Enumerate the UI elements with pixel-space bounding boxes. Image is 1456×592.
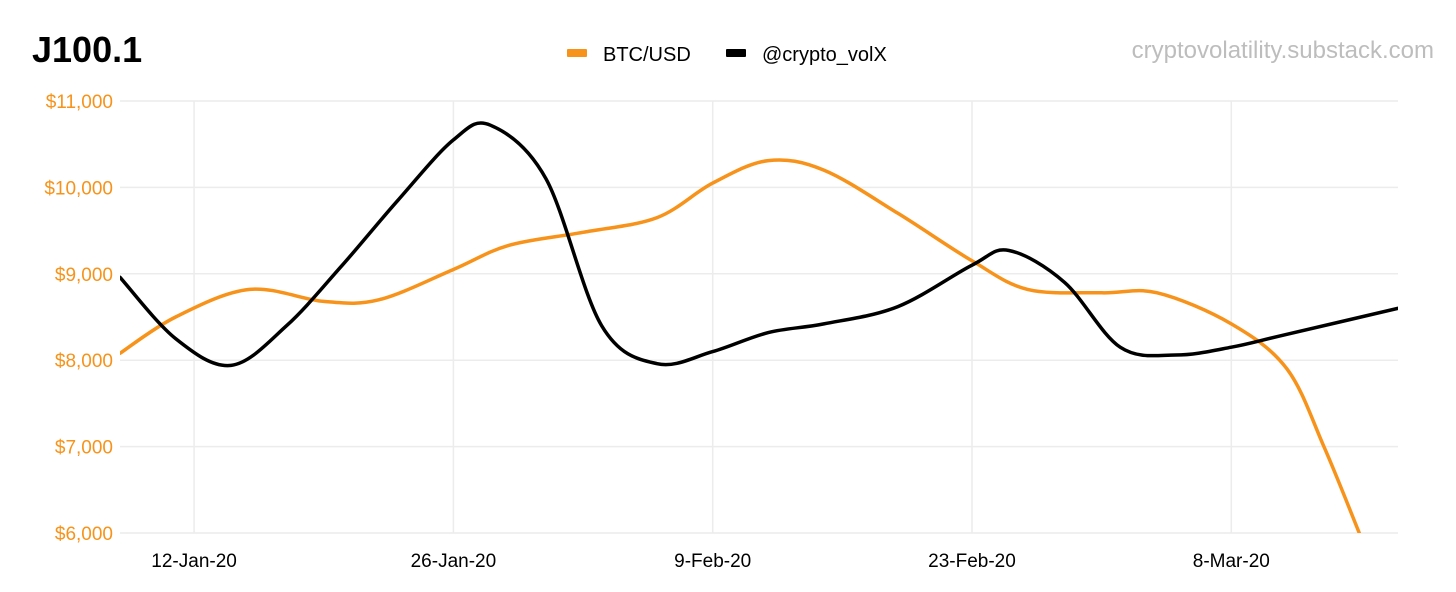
series-line-crypto-volx <box>120 121 1398 368</box>
legend: BTC/USD @crypto_volX <box>567 44 887 66</box>
watermark-text: cryptovolatility.substack.com <box>1132 37 1434 64</box>
legend-swatch <box>726 49 746 57</box>
x-tick-label: 9-Feb-20 <box>674 551 751 572</box>
x-tick-label: 23-Feb-20 <box>928 551 1016 572</box>
chart-title: J100.1 <box>32 29 142 70</box>
y-tick-label: $7,000 <box>55 438 113 459</box>
y-tick-label: $10,000 <box>44 178 113 199</box>
y-tick-label: $6,000 <box>55 524 113 545</box>
legend-swatch <box>567 49 587 57</box>
series-lines <box>120 121 1398 533</box>
x-tick-label: 26-Jan-20 <box>411 551 497 572</box>
y-axis: $6,000 $7,000 $8,000 $9,000 $10,000 $11,000 <box>44 92 113 545</box>
legend-label: BTC/USD <box>603 44 691 66</box>
x-tick-label: 12-Jan-20 <box>151 551 237 572</box>
series-line-btc-usd <box>120 158 1362 533</box>
y-tick-label: $9,000 <box>55 265 113 286</box>
y-tick-label: $8,000 <box>55 351 113 372</box>
y-tick-label: $11,000 <box>46 92 113 113</box>
x-tick-label: 8-Mar-20 <box>1193 551 1270 572</box>
x-axis: 12-Jan-20 26-Jan-20 9-Feb-20 23-Feb-20 8-Mar… <box>151 551 1270 572</box>
legend-label: @crypto_volX <box>762 44 887 66</box>
gridlines <box>120 100 1398 534</box>
